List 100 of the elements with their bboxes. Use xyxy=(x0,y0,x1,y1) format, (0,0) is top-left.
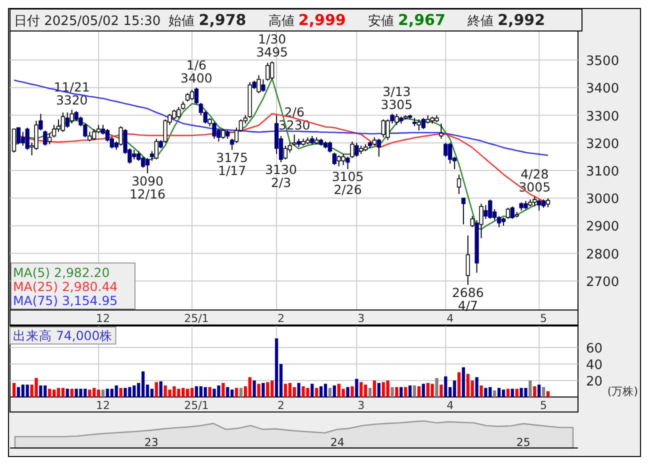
candlestick xyxy=(394,113,399,126)
bar xyxy=(542,387,546,397)
text: 終値 2,992 xyxy=(466,11,546,29)
bar xyxy=(457,372,461,397)
bar xyxy=(61,388,65,397)
bar xyxy=(101,390,105,397)
candlestick xyxy=(444,142,448,158)
bar xyxy=(66,388,69,397)
x-tick-label: 24 xyxy=(330,436,344,449)
bar xyxy=(475,377,478,397)
bar xyxy=(315,388,318,397)
text: 11/21 3320 xyxy=(54,80,90,108)
bar xyxy=(262,382,265,397)
bar xyxy=(430,384,434,397)
bar xyxy=(48,388,52,397)
y-tick-label: 2700 xyxy=(586,274,620,290)
bar xyxy=(360,382,363,397)
candlestick xyxy=(190,89,194,101)
candlestick xyxy=(60,112,66,132)
bar xyxy=(324,384,328,397)
bar xyxy=(435,378,438,397)
y-tick-label: 20 xyxy=(586,374,603,390)
bar xyxy=(141,371,145,397)
candlestick xyxy=(466,234,470,286)
bar xyxy=(222,382,225,397)
y-tick-label: 60 xyxy=(586,341,603,356)
chart-title: 日付 2025/05/02 15:30 xyxy=(14,14,161,29)
text: 3/13 3305 xyxy=(380,84,413,112)
x-tick-label: 4 xyxy=(446,312,454,325)
bar xyxy=(39,385,42,397)
bar xyxy=(52,390,56,397)
bar xyxy=(417,386,421,397)
candlestick xyxy=(88,131,92,142)
candlestick xyxy=(456,174,462,194)
text: 高値 2,999 xyxy=(268,11,346,29)
text: 2686 4/7 xyxy=(452,284,484,313)
x-tick-label: 23 xyxy=(144,436,158,449)
x-tick-label: 3 xyxy=(358,399,365,412)
bar xyxy=(292,387,296,397)
candlestick xyxy=(496,216,502,228)
bar xyxy=(462,367,466,397)
y-axis-title: (万株) xyxy=(607,385,638,398)
candlestick xyxy=(292,134,296,146)
bar xyxy=(119,388,122,397)
candlestick xyxy=(386,118,390,141)
bar xyxy=(480,385,483,397)
bar xyxy=(422,384,425,397)
bar xyxy=(274,338,278,397)
candlestick xyxy=(70,109,74,124)
candlestick xyxy=(194,87,199,105)
bar xyxy=(150,388,154,397)
bar xyxy=(106,388,110,397)
text: 3090 12/16 xyxy=(129,173,166,202)
x-tick-label: 2 xyxy=(278,399,284,412)
candlestick xyxy=(43,130,48,146)
x-tick-label: 5 xyxy=(540,312,548,325)
bar xyxy=(230,390,234,397)
bar xyxy=(154,382,158,397)
bar xyxy=(194,386,198,397)
bar xyxy=(226,387,230,397)
y-tick-label: 3500 xyxy=(586,54,620,70)
candlestick xyxy=(376,138,381,158)
candlestick xyxy=(470,216,474,228)
y-tick-label: 2900 xyxy=(586,220,620,235)
bar xyxy=(319,386,323,397)
bar xyxy=(88,390,92,397)
bar xyxy=(234,388,238,397)
bar xyxy=(16,387,20,397)
x-tick-label: 2 xyxy=(278,312,284,325)
bar xyxy=(355,378,358,397)
bar xyxy=(310,384,314,397)
text: MA(75) 3,154.95 xyxy=(13,293,118,308)
x-tick-label: 25/1 xyxy=(184,399,209,412)
bar xyxy=(538,384,541,397)
bar xyxy=(70,388,74,397)
text: 安値 2,967 xyxy=(368,11,446,29)
text: 3130 2/3 xyxy=(265,162,297,190)
bar xyxy=(186,388,190,397)
bar xyxy=(372,380,376,397)
x-tick-label: 4 xyxy=(446,399,454,412)
bar xyxy=(533,386,536,397)
text: 1/30 3495 xyxy=(256,31,288,60)
bar xyxy=(412,385,416,397)
candlestick xyxy=(221,128,226,140)
bar xyxy=(12,382,16,397)
candlestick xyxy=(52,124,56,138)
candlestick xyxy=(140,156,146,168)
bar xyxy=(502,390,506,397)
bar xyxy=(386,380,390,397)
y-tick-label: 3400 xyxy=(586,82,620,97)
bar xyxy=(114,385,118,397)
bar xyxy=(528,380,532,397)
bar xyxy=(440,384,443,397)
bar xyxy=(248,377,252,397)
candlestick xyxy=(145,158,150,174)
bar xyxy=(377,382,380,397)
bar xyxy=(546,391,550,397)
bar xyxy=(204,387,207,397)
bar xyxy=(346,387,350,397)
bar xyxy=(239,388,243,397)
